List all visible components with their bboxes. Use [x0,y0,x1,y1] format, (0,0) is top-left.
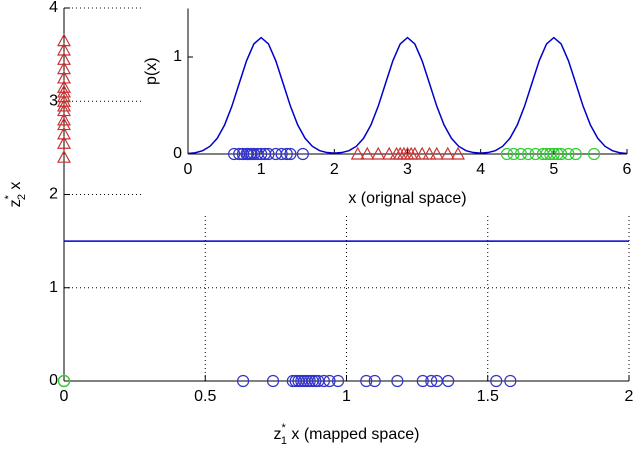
triangle-marker [56,126,72,140]
triangle-marker [56,98,72,112]
circle-marker [237,374,250,388]
triangle-marker [56,80,72,93]
x-tick-label: 1 [342,388,351,405]
circle-marker [507,147,520,161]
triangle-marker [360,146,375,160]
triangle-marker [371,146,386,160]
circle-marker [280,147,293,161]
x-tick-label: 4 [476,161,485,178]
triangle-marker [56,61,72,75]
triangle-marker [56,33,72,47]
circle-marker [255,147,268,161]
circle-marker [500,147,514,161]
circle-marker [368,374,381,388]
triangle-marker [56,103,72,117]
triangle-marker [56,89,72,103]
x-tick-label: 3 [403,161,412,178]
y-axis-label-sup: * [3,194,15,199]
circle-marker [562,147,575,161]
circle-marker [569,147,582,161]
y-tick-label: 2 [49,186,58,203]
x-tick-label: 6 [623,161,632,178]
triangle-marker [415,146,430,160]
triangle-marker [422,146,437,160]
circle-marker [284,147,297,161]
circle-marker [317,374,330,388]
triangle-marker [56,117,72,131]
circle-marker [303,374,316,388]
circle-marker [587,147,601,161]
x-tick-label: 1 [257,161,266,178]
triangle-marker [56,84,72,98]
circle-marker [331,374,345,388]
x-tick-label: 1.5 [477,388,499,405]
circle-marker [514,147,528,161]
y-axis-label: z*2 x [3,182,28,208]
curve [187,36,628,155]
circle-marker [442,374,455,388]
y-tick-label: 1 [173,48,182,65]
triangle-marker [407,146,422,160]
y-tick-label: 3 [49,92,58,109]
triangle-marker [450,146,465,160]
circle-marker [275,147,288,161]
triangle-marker [429,146,444,160]
circle-marker [309,374,322,388]
circle-marker [296,147,309,161]
x-tick-label: 0 [184,161,193,178]
triangle-marker [56,52,72,65]
y-axis-label-rest: x [7,182,24,194]
y-tick-label: 1 [49,279,58,296]
y-axis-label: p(x) [143,57,160,85]
x-axis-label-base: z [274,426,282,443]
inset-background [142,0,634,214]
circle-marker [490,374,503,388]
triangle-marker [382,146,397,160]
x-axis-label-rest: x (mapped space) [287,426,420,443]
circle-marker [555,147,568,161]
x-axis-label: x (orignal space) [348,190,466,207]
x-tick-label: 0 [60,388,69,405]
circle-marker [425,374,438,388]
y-tick-label: 0 [49,372,58,389]
circle-marker [547,147,560,161]
circle-marker [504,374,517,388]
triangle-marker [56,135,72,149]
triangle-marker [440,146,455,160]
triangle-marker [56,93,72,107]
y-axis-label-sub: 2 [16,194,28,200]
triangle-marker [56,149,72,163]
x-axis-label-sub: 1 [281,435,287,447]
triangle-marker [350,146,365,160]
circle-marker [262,147,275,161]
circle-marker [57,374,71,388]
circle-marker [227,147,241,161]
x-axis-label: z* 1 x (mapped space) [274,422,420,447]
circle-marker [266,374,280,388]
triangle-marker [56,42,72,56]
circle-marker [416,374,429,388]
triangle-marker [56,112,72,126]
circle-marker [360,374,373,388]
x-tick-label: 0.5 [194,388,216,405]
y-tick-label: 0 [173,145,182,162]
circle-marker [522,147,535,161]
x-tick-label: 2 [330,161,339,178]
triangle-marker [56,70,72,84]
x-tick-label: 5 [549,161,558,178]
x-tick-label: 2 [625,388,634,405]
circle-marker [323,374,336,388]
circle-marker [391,374,404,388]
y-tick-label: 4 [49,0,58,16]
y-axis-label-base: z [7,199,24,207]
x-axis-label-sup: * [282,422,287,434]
